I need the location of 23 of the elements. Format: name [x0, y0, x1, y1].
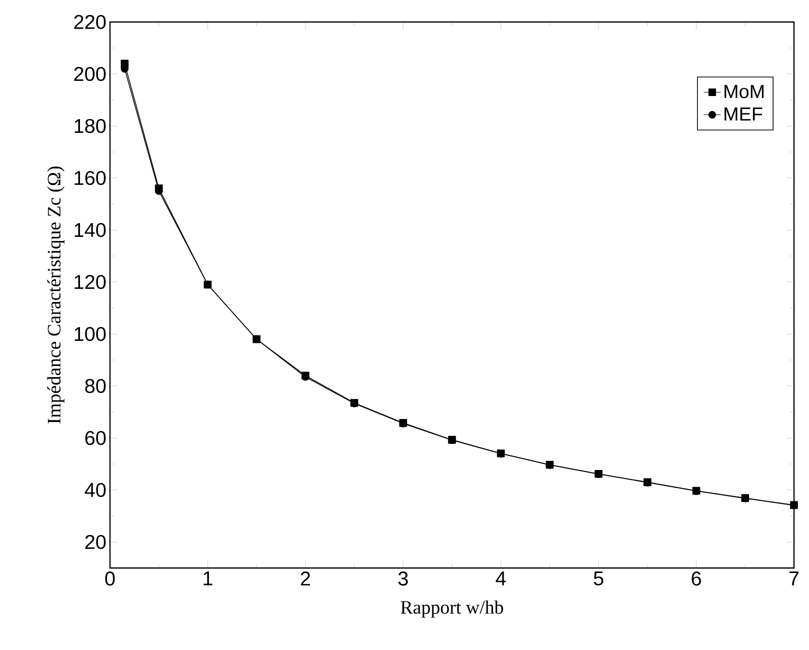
- y-tick-label: 40: [84, 482, 106, 498]
- legend-label: MoM: [724, 85, 764, 98]
- y-tick-label: 180: [74, 118, 106, 134]
- x-tick-label: 5: [594, 572, 604, 586]
- x-tick-label: 7: [789, 572, 799, 586]
- x-tick-label: 6: [692, 572, 701, 586]
- y-tick-label: 140: [74, 222, 106, 238]
- x-tick-label: 3: [398, 572, 408, 586]
- y-tick-label: 220: [74, 14, 106, 30]
- x-axis-title: Rapport w/hb: [400, 600, 504, 618]
- x-tick-label: 4: [496, 572, 506, 586]
- x-tick-label: 1: [204, 572, 212, 586]
- y-axis-title: Impédance Caractéristique Zc (Ω): [47, 166, 64, 424]
- y-tick-label: 200: [74, 66, 106, 82]
- x-tick-label: 0: [105, 572, 115, 586]
- y-tick-label: 100: [74, 326, 106, 342]
- y-tick-label: 60: [85, 430, 106, 446]
- y-tick-label: 120: [74, 274, 106, 290]
- x-tick-label: 2: [300, 572, 310, 586]
- y-tick-label: 160: [74, 170, 106, 186]
- y-tick-label: 20: [85, 534, 106, 550]
- legend-label: MEF: [724, 108, 762, 121]
- y-tick-label: 80: [85, 378, 106, 394]
